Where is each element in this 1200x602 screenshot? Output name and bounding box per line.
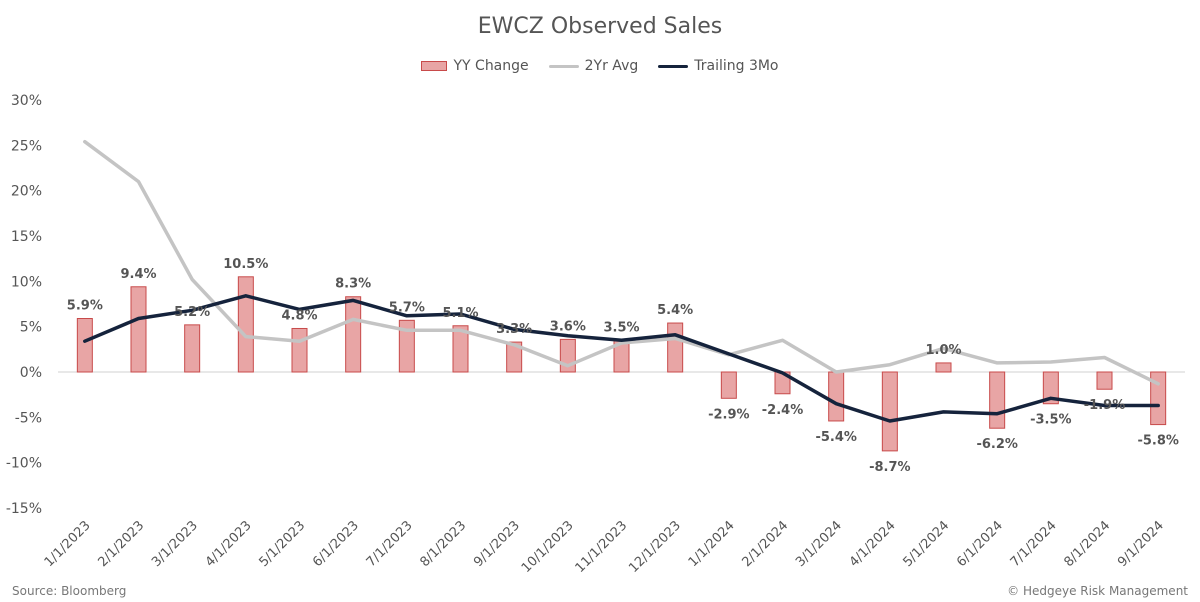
data-label: -8.7%	[869, 460, 910, 475]
bar-yy-change	[345, 296, 362, 373]
bar-yy-change	[76, 318, 93, 373]
bar-yy-change	[130, 286, 147, 373]
data-label: 3.3%	[496, 322, 532, 337]
x-tick-label: 10/1/2023	[519, 518, 577, 576]
data-label: 3.5%	[603, 320, 639, 335]
x-tick-label: 4/1/2023	[203, 518, 255, 570]
x-tick-label: 9/1/2023	[471, 518, 523, 570]
x-tick-label: 6/1/2023	[310, 518, 362, 570]
x-tick-label: 11/1/2023	[573, 518, 631, 576]
data-label: -5.8%	[1137, 434, 1178, 449]
x-tick-label: 7/1/2023	[364, 518, 416, 570]
data-label: 4.8%	[281, 308, 317, 323]
x-tick-label: 8/1/2024	[1061, 518, 1113, 570]
data-label: -1.9%	[1084, 398, 1125, 413]
legend-label: YY Change	[453, 58, 529, 74]
bar-yy-change	[667, 322, 684, 373]
y-tick-label: 30%	[11, 93, 42, 109]
bar-yy-change	[184, 324, 201, 373]
data-label: 8.3%	[335, 277, 371, 292]
x-tick-label: 1/1/2023	[42, 518, 94, 570]
x-tick-label: 2/1/2023	[95, 518, 147, 570]
line-trailing-3mo	[83, 294, 1160, 423]
x-tick-label: 3/1/2024	[793, 518, 845, 570]
data-label: 5.7%	[389, 300, 425, 315]
data-label: -2.4%	[762, 403, 803, 418]
bar-yy-change	[506, 341, 523, 373]
y-tick-label: -15%	[6, 501, 42, 517]
data-label: 3.6%	[550, 319, 586, 334]
chart-title: EWCZ Observed Sales	[477, 14, 723, 39]
x-tick-label: 2/1/2024	[739, 518, 791, 570]
data-label: -2.9%	[708, 407, 749, 422]
legend-item-trailing-3mo: Trailing 3Mo	[658, 58, 779, 74]
data-label: 5.4%	[657, 303, 693, 318]
bar-yy-change	[291, 327, 308, 373]
data-label: -3.5%	[1030, 413, 1071, 428]
bar-yy-change	[935, 362, 952, 373]
data-label: 5.1%	[442, 306, 478, 321]
y-tick-label: 15%	[11, 229, 42, 245]
legend-item-2yr-avg: 2Yr Avg	[548, 58, 639, 74]
bar-yy-change	[828, 371, 845, 422]
legend-label: Trailing 3Mo	[694, 58, 779, 74]
y-tick-label: 5%	[20, 320, 42, 336]
bar-yy-change	[881, 371, 898, 452]
source-note: Source: Bloomberg	[12, 584, 127, 598]
bar-yy-change	[1150, 371, 1167, 426]
x-tick-label: 5/1/2024	[900, 518, 952, 570]
data-label: -6.2%	[976, 437, 1017, 452]
x-tick-label: 12/1/2023	[626, 518, 684, 576]
x-tick-label: 5/1/2023	[256, 518, 308, 570]
bar-yy-change	[1042, 371, 1059, 405]
y-tick-label: -10%	[6, 456, 42, 472]
bar-yy-change	[452, 325, 469, 373]
data-label: 5.9%	[67, 299, 103, 314]
y-tick-label: 0%	[20, 365, 42, 381]
x-tick-label: 7/1/2024	[1008, 518, 1060, 570]
x-tick-label: 4/1/2024	[847, 518, 899, 570]
bar-yy-change	[720, 371, 737, 399]
data-label: -5.4%	[815, 430, 856, 445]
y-tick-label: 20%	[11, 184, 42, 200]
x-tick-label: 3/1/2023	[149, 518, 201, 570]
data-label: 9.4%	[120, 267, 156, 282]
data-label: 1.0%	[925, 343, 961, 358]
legend-label: 2Yr Avg	[584, 58, 639, 74]
data-label: 5.2%	[174, 305, 210, 320]
line-2yr-avg	[83, 139, 1160, 386]
data-label: 10.5%	[223, 257, 268, 272]
x-tick-label: 6/1/2024	[954, 518, 1006, 570]
y-tick-label: 25%	[11, 138, 42, 154]
legend-item-yy-change: YY Change	[421, 58, 529, 74]
legend: YY Change 2Yr Avg Trailing 3Mo	[0, 58, 1200, 74]
x-tick-label: 1/1/2024	[686, 518, 738, 570]
bar-yy-change	[1096, 371, 1113, 390]
y-tick-label: -5%	[15, 410, 42, 426]
x-tick-label: 9/1/2024	[1115, 518, 1167, 570]
bar-yy-change	[989, 371, 1006, 429]
x-tick-label: 8/1/2023	[417, 518, 469, 570]
copyright-note: © Hedgeye Risk Management	[1007, 584, 1188, 598]
bar-yy-change	[398, 319, 415, 373]
legend-swatch-bar	[421, 61, 448, 71]
y-tick-label: 10%	[11, 274, 42, 290]
bar-yy-change	[237, 276, 254, 373]
legend-swatch-line	[658, 64, 689, 68]
legend-swatch-line	[548, 64, 579, 68]
